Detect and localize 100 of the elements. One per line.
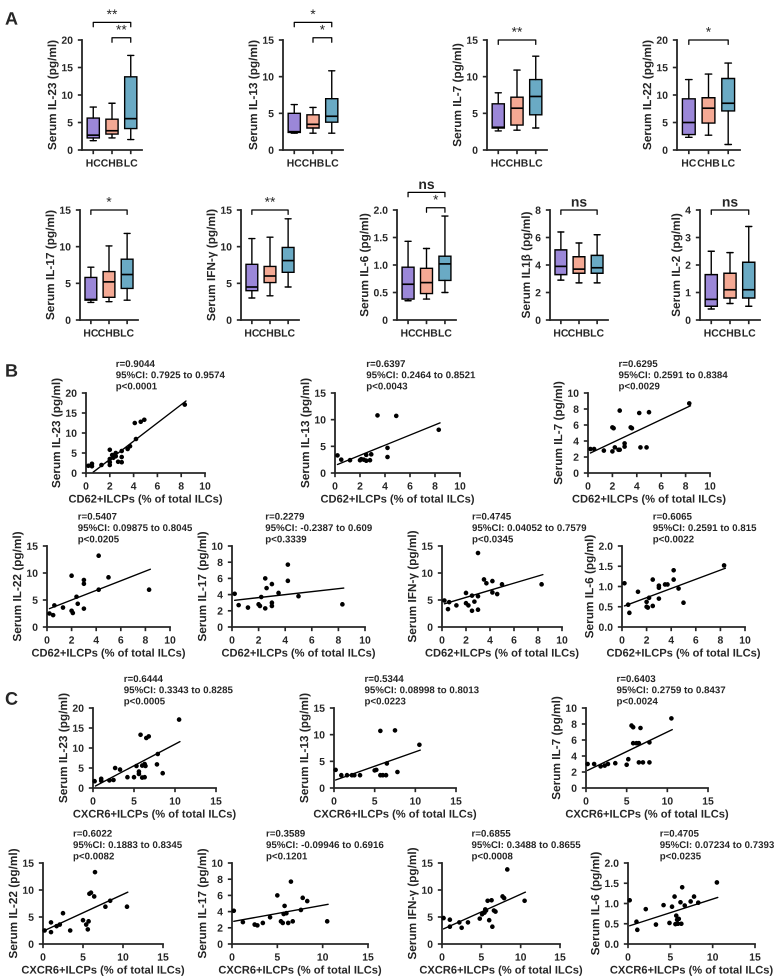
y-tick-label: 5 <box>28 914 34 921</box>
x-tick-label: LC <box>120 329 134 337</box>
y-tick-label: 10 <box>62 92 73 99</box>
text: r=0.3589 <box>266 830 305 837</box>
y-tick-label: 15 <box>422 542 433 550</box>
x-tick-label: 0 <box>332 797 336 805</box>
x-tick-label: HC <box>401 329 416 337</box>
y-tick-label: 0 <box>78 784 84 792</box>
x-tick-label: 4 <box>487 636 493 644</box>
y-tick-label: 5 <box>68 119 73 126</box>
x-tick-label: 5 <box>478 953 484 961</box>
x-axis-title: CD62+ILCPs (% of total ILCs) <box>606 648 760 659</box>
text: r=0.6397 <box>366 360 406 368</box>
y-tick-label: 10 <box>27 570 38 577</box>
x-tick-label: HC <box>491 159 506 167</box>
x-tick-label: 15 <box>554 953 566 961</box>
y-tick-label: 10 <box>315 416 326 424</box>
y-tick-label: 15 <box>60 206 71 214</box>
chart-title: C <box>6 692 18 705</box>
x-axis-title: CXCR6+ILCPs (% of total ILCs) <box>73 810 236 820</box>
y-axis-title: Serum IL-13 (pg/ml) <box>300 378 312 488</box>
y-axis-title: Serum IL-13 (pg/ml) <box>248 40 260 150</box>
x-axis-title: CXCR6+ILCPs (% of total ILCs) <box>420 966 582 976</box>
x-tick-label: CHB <box>568 329 590 337</box>
x-tick-label: LC <box>530 159 542 167</box>
y-tick-label: 10 <box>263 73 274 81</box>
y-tick-label: 0 <box>428 624 433 631</box>
y-tick-label: 15 <box>422 860 433 867</box>
y-axis-title: Serum IFN-γ (pg/ml) <box>206 210 218 321</box>
y-tick-label: 5 <box>32 596 38 604</box>
text: r=0.4705 <box>660 830 699 837</box>
x-axis-title: CXCR6+ILCPs (% of total ILCs) <box>22 966 184 976</box>
text: r=0.6444 <box>124 675 163 682</box>
text: p<0.0205 <box>78 536 119 544</box>
x-tick-label: 0 <box>620 636 624 644</box>
x-tick-label: 8 <box>142 636 148 644</box>
text: r=0.6855 <box>472 830 510 837</box>
x-tick-label: LC <box>282 329 295 337</box>
y-tick-label: 6 <box>574 422 579 429</box>
y-axis-title: Serum IL-17 (pg/ml) <box>46 210 57 320</box>
text: * <box>320 24 325 30</box>
x-tick-label: 4 <box>282 636 288 644</box>
x-tick-label: 4 <box>93 636 100 644</box>
x-tick-label: LC <box>438 329 452 337</box>
x-axis-title: CD62+ILCPs (% of total ILCs) <box>32 648 185 659</box>
x-axis-title: CD62+ILCPs (% of total ILCs) <box>222 648 375 659</box>
x-axis-title: CXCR6+ILCPs (% of total ILCs) <box>314 810 476 820</box>
x-tick-label: 10 <box>170 797 180 805</box>
y-tick-label: 10 <box>568 390 579 397</box>
x-tick-label: 2 <box>256 636 262 644</box>
y-tick-label: 0 <box>218 624 223 631</box>
y-tick-label: 5 <box>428 914 433 921</box>
y-tick-label: 15 <box>467 36 478 44</box>
y-tick-label: 6 <box>218 574 223 582</box>
y-tick-label: 0 <box>320 470 326 477</box>
y-tick-label: 10 <box>23 886 34 894</box>
x-tick-label: 0 <box>440 953 444 961</box>
x-tick-label: 2 <box>644 636 650 644</box>
y-axis-title: Serum IL-6 (pg/ml) <box>584 535 596 638</box>
y-tick-label: 0.0 <box>598 624 613 631</box>
text: ** <box>264 197 276 202</box>
x-tick-label: 10 <box>118 953 128 961</box>
y-tick-label: 8 <box>574 406 579 413</box>
text: * <box>706 27 711 32</box>
x-axis-title: CD62+ILCPs (% of total ILCs) <box>68 494 222 505</box>
y-tick-label: 10 <box>657 92 668 99</box>
y-tick-label: 0 <box>72 470 77 477</box>
y-tick-label: 6 <box>218 892 223 900</box>
y-tick-label: 4 <box>571 752 577 760</box>
y-tick-label: 5 <box>226 280 232 288</box>
y-tick-label: 1.5 <box>599 562 613 570</box>
y-tick-label: 0 <box>572 784 577 792</box>
y-axis-title: Serum IL-17 (pg/ml) <box>198 848 209 958</box>
text: r=0.2279 <box>266 512 304 520</box>
text: r=0.6022 <box>74 830 112 837</box>
y-tick-label: 15 <box>73 724 84 732</box>
x-tick-label: 4 <box>130 482 136 490</box>
x-tick-label: CHB <box>101 159 123 167</box>
text: p<0.0001 <box>116 382 157 392</box>
x-tick-label: 0 <box>40 953 46 961</box>
x-tick-label: 8 <box>336 636 341 644</box>
text: * <box>106 197 112 202</box>
x-tick-label: 2 <box>107 482 112 490</box>
y-tick-label: 2 <box>572 768 577 776</box>
y-tick-label: 15 <box>66 410 77 417</box>
y-tick-label: 1.5 <box>374 234 388 242</box>
text: 95%CI: 0.2591 to 0.815 <box>653 524 756 532</box>
text: p<0.0022 <box>653 536 694 544</box>
y-tick-label: 0 <box>28 940 34 948</box>
x-tick-label: LC <box>326 159 338 167</box>
y-tick-label: 5 <box>72 450 77 457</box>
x-tick-label: 15 <box>450 797 462 805</box>
x-tick-label: 6 <box>118 636 124 644</box>
y-tick-label: 10 <box>314 731 325 739</box>
x-tick-label: CHB <box>259 329 281 337</box>
y-tick-label: 0 <box>68 146 73 154</box>
y-tick-label: 4 <box>217 908 223 916</box>
y-tick-label: 15 <box>62 64 73 72</box>
y-axis-title: Serum IL-7 (pg/ml) <box>552 696 563 800</box>
y-tick-label: 4 <box>217 591 223 598</box>
